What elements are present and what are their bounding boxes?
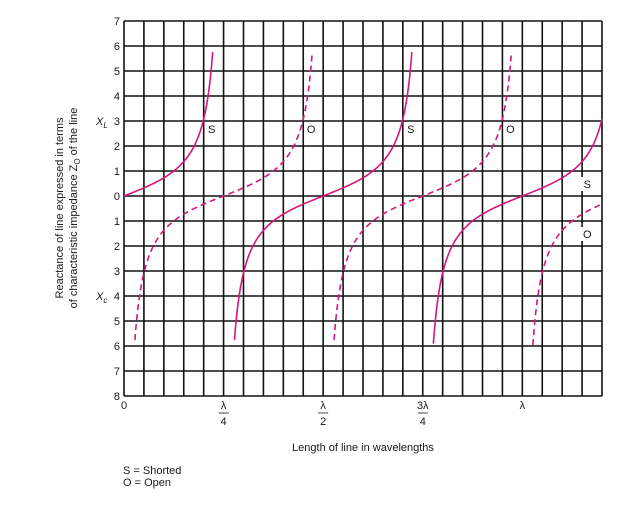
curve-label-bg — [304, 122, 319, 136]
grid — [123, 20, 603, 397]
y-tick-label: 7 — [114, 366, 120, 378]
y-axis-title-line-1: Reactance of line expressed in terms — [54, 117, 66, 298]
series-O-branch — [134, 51, 314, 341]
x-tick-label-denominator: 2 — [320, 416, 326, 428]
series-curves — [123, 51, 603, 346]
series-S-branch — [233, 51, 413, 341]
legend-note: S = Shorted — [123, 465, 181, 477]
x-tick-label-denominator: 4 — [221, 416, 227, 428]
series-O-branch — [532, 203, 603, 346]
y-tick-label: 6 — [114, 41, 120, 53]
series-S-branch — [432, 118, 603, 344]
curve-label: S — [407, 124, 414, 136]
curve-label: S — [584, 179, 591, 191]
curve-label: O — [307, 124, 316, 136]
curve-label-bg — [503, 122, 518, 136]
y-tick-label: 4 — [114, 91, 120, 103]
x-axis-title: Length of line in wavelengths — [292, 442, 434, 454]
y-tick-label: 8 — [114, 391, 120, 403]
y-tick-label: 0 — [114, 191, 120, 203]
x-tick-label-denominator: 4 — [420, 416, 426, 428]
y-tick-label: 3 — [114, 266, 120, 278]
curve-label-bg — [403, 122, 418, 136]
y-tick-label: 2 — [114, 241, 120, 253]
curve-label-bg — [204, 122, 219, 136]
curve-label: O — [583, 229, 592, 241]
x-tick-label: 3λ — [417, 400, 429, 412]
y-tick-label: 3 — [114, 116, 120, 128]
curve-label: S — [208, 124, 215, 136]
xl-axis-label: XL — [95, 116, 108, 130]
y-tick-label: 2 — [114, 141, 120, 153]
legend-note: O = Open — [123, 477, 171, 489]
y-tick-label: 7 — [114, 16, 120, 28]
y-tick-label: 1 — [114, 216, 120, 228]
series-O-branch — [333, 51, 513, 341]
y-tick-label: 1 — [114, 166, 120, 178]
x-tick-label: λ — [221, 400, 227, 412]
curve-label-bg — [580, 177, 595, 191]
y-tick-label: 5 — [114, 316, 120, 328]
y-tick-label: 5 — [114, 66, 120, 78]
curve-label: O — [506, 124, 515, 136]
y-axis-title-line-2: of characteristic impedance ZO of the li… — [68, 108, 82, 309]
xc-axis-label: Xc — [95, 291, 107, 305]
series-S-branch — [123, 51, 214, 197]
y-tick-label: 6 — [114, 341, 120, 353]
x-tick-label: 0 — [121, 400, 127, 412]
y-tick-label: 4 — [114, 291, 120, 303]
axis-titles: Length of line in wavelengths Reactance o… — [54, 108, 434, 489]
curve-labels: S O S O S O — [204, 122, 595, 241]
x-tick-label: λ — [520, 400, 526, 412]
x-tick-label: λ — [320, 400, 326, 412]
curve-label-bg — [580, 227, 595, 241]
